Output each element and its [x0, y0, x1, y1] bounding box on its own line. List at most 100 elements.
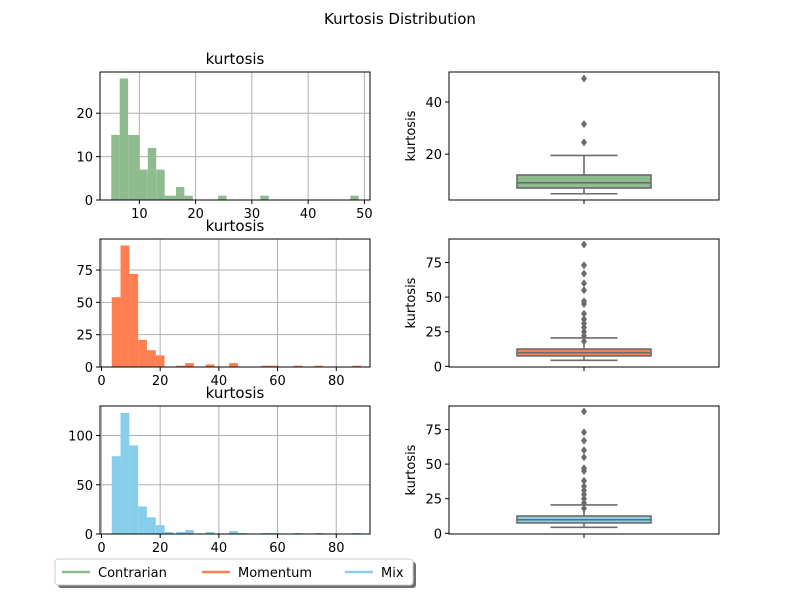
histogram-bar [129, 273, 139, 367]
x-tick-label: 60 [269, 374, 286, 389]
x-tick-label: 0 [97, 541, 105, 556]
histogram-bar [146, 517, 156, 534]
histogram-bar [138, 339, 147, 367]
y-tick-label: 50 [76, 479, 93, 494]
y-tick-label: 50 [425, 458, 442, 473]
x-tick-label: 40 [300, 207, 317, 222]
histogram-bar [293, 365, 303, 367]
outlier-point [581, 476, 587, 485]
y-tick-label: 0 [85, 194, 93, 209]
histogram-bar [155, 355, 165, 367]
outlier-point [581, 504, 587, 513]
histogram-bar [229, 363, 238, 367]
outlier-point [581, 286, 587, 295]
x-tick-label: 40 [211, 374, 228, 389]
legend: Contrarian Momentum Mix [54, 558, 416, 588]
x-tick-label: 10 [131, 207, 148, 222]
outlier-point [581, 240, 587, 249]
x-tick-label: 30 [244, 207, 261, 222]
outlier-point [581, 498, 587, 507]
outlier-point [581, 297, 587, 306]
outlier-point [581, 407, 587, 416]
histogram-bar [261, 365, 271, 367]
histogram-bar [270, 365, 280, 367]
outlier-point [581, 337, 587, 346]
figure-title: Kurtosis Distribution [324, 10, 476, 28]
y-tick-label: 20 [76, 107, 93, 122]
histogram-title: kurtosis [206, 50, 265, 68]
box-iqr [516, 174, 652, 189]
y-tick-label: 0 [85, 361, 93, 376]
x-tick-label: 80 [328, 374, 345, 389]
histogram-bar [155, 525, 165, 534]
histogram-panel: 0 20 40 60 80 0 50 100 kurtosis [68, 384, 371, 556]
histogram-bar [156, 169, 165, 200]
outlier-point [581, 323, 587, 332]
x-tick-label: 20 [187, 207, 204, 222]
y-tick-label: 75 [76, 264, 93, 279]
x-tick-label: 50 [356, 207, 373, 222]
histogram-bar [352, 365, 362, 367]
outlier-point [581, 269, 587, 278]
x-tick-label: 40 [211, 541, 228, 556]
histogram-bar [119, 78, 129, 200]
y-axis-label: kurtosis [404, 277, 419, 328]
histogram-bar [111, 456, 121, 534]
outlier-point [581, 327, 587, 336]
x-tick-label: 80 [328, 541, 345, 556]
x-tick-label: 60 [269, 541, 286, 556]
histogram-bar [164, 532, 174, 534]
outlier-point [581, 482, 587, 491]
outlier-point [581, 74, 587, 83]
histogram-bar [218, 195, 227, 200]
boxplot-panel: 20 40 kurtosis [404, 71, 720, 204]
axes-frame [99, 238, 371, 368]
histogram-bar [164, 195, 176, 200]
y-tick-label: 10 [76, 151, 93, 166]
outlier-point [581, 261, 587, 270]
legend-box [54, 558, 414, 586]
histogram-bar [229, 531, 238, 534]
axes-frame [99, 405, 371, 535]
histogram-panel: 0 20 40 60 80 0 25 50 75 kurtosis [76, 217, 371, 389]
outlier-point [581, 120, 587, 129]
outlier-point [581, 453, 587, 462]
histogram-bar [111, 297, 121, 367]
histogram-bar [120, 412, 130, 534]
x-tick-label: 0 [97, 374, 105, 389]
histogram-bar [350, 195, 359, 200]
axes-frame [99, 71, 371, 201]
histogram-bar [176, 532, 186, 534]
y-tick-label: 0 [434, 360, 442, 375]
histogram-bar [175, 186, 185, 200]
histogram-bar [205, 364, 215, 367]
legend-label: Contrarian [98, 566, 167, 581]
histogram-title: kurtosis [206, 384, 265, 402]
legend-label: Momentum [238, 566, 312, 581]
y-tick-label: 25 [76, 329, 93, 344]
y-tick-label: 25 [425, 493, 442, 508]
y-tick-label: 20 [425, 148, 442, 163]
legend-label: Mix [381, 566, 404, 581]
outlier-point [581, 279, 587, 288]
histogram-bar [147, 147, 157, 200]
boxplot-panel: 0 25 50 75 kurtosis [404, 405, 720, 542]
outlier-point [581, 138, 587, 147]
histogram-bar [139, 169, 148, 200]
y-tick-label: 75 [425, 257, 442, 272]
histogram-bar [184, 195, 193, 200]
histogram-bar [146, 350, 156, 367]
histogram-bar [205, 532, 215, 534]
y-tick-label: 50 [76, 296, 93, 311]
y-tick-label: 0 [434, 527, 442, 542]
outlier-point [581, 315, 587, 324]
histogram-title: kurtosis [206, 217, 265, 235]
outlier-point [581, 486, 587, 495]
outlier-point [581, 331, 587, 340]
histogram-bar [111, 134, 120, 200]
y-tick-label: 75 [425, 424, 442, 439]
y-tick-label: 0 [85, 528, 93, 543]
histogram-bar [260, 195, 269, 200]
